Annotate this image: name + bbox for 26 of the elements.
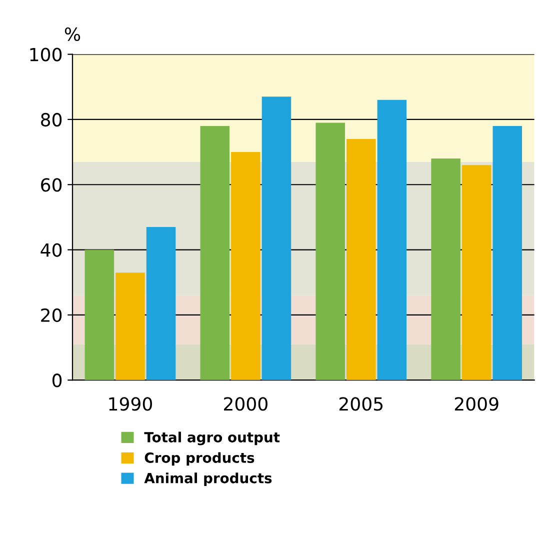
bar (231, 152, 260, 380)
bar (316, 122, 345, 380)
x-tick-label: 1990 (109, 397, 152, 411)
bar (262, 96, 292, 380)
y-tick-label: 60 (41, 178, 62, 192)
bar (492, 126, 522, 380)
x-tick-label: 2000 (224, 397, 268, 411)
bar (377, 100, 407, 380)
bar (462, 165, 492, 380)
legend-label: Animal products (144, 472, 272, 486)
bar (146, 226, 176, 380)
y-axis-title: % (64, 27, 80, 42)
bar (346, 139, 376, 380)
legend-label: Total agro output (144, 432, 280, 446)
x-tick-label: 2005 (339, 397, 383, 411)
bar (200, 126, 230, 380)
y-tick-label: 100 (30, 48, 62, 62)
x-tick-label: 2009 (454, 397, 498, 411)
bar (431, 158, 460, 380)
y-tick-label: 80 (41, 112, 62, 127)
y-tick-label: 40 (40, 243, 62, 257)
bar (116, 272, 145, 380)
y-tick-label: 20 (41, 308, 62, 322)
bar (84, 250, 114, 380)
y-tick-label: 0 (52, 374, 62, 388)
legend-label: Crop products (144, 452, 254, 466)
